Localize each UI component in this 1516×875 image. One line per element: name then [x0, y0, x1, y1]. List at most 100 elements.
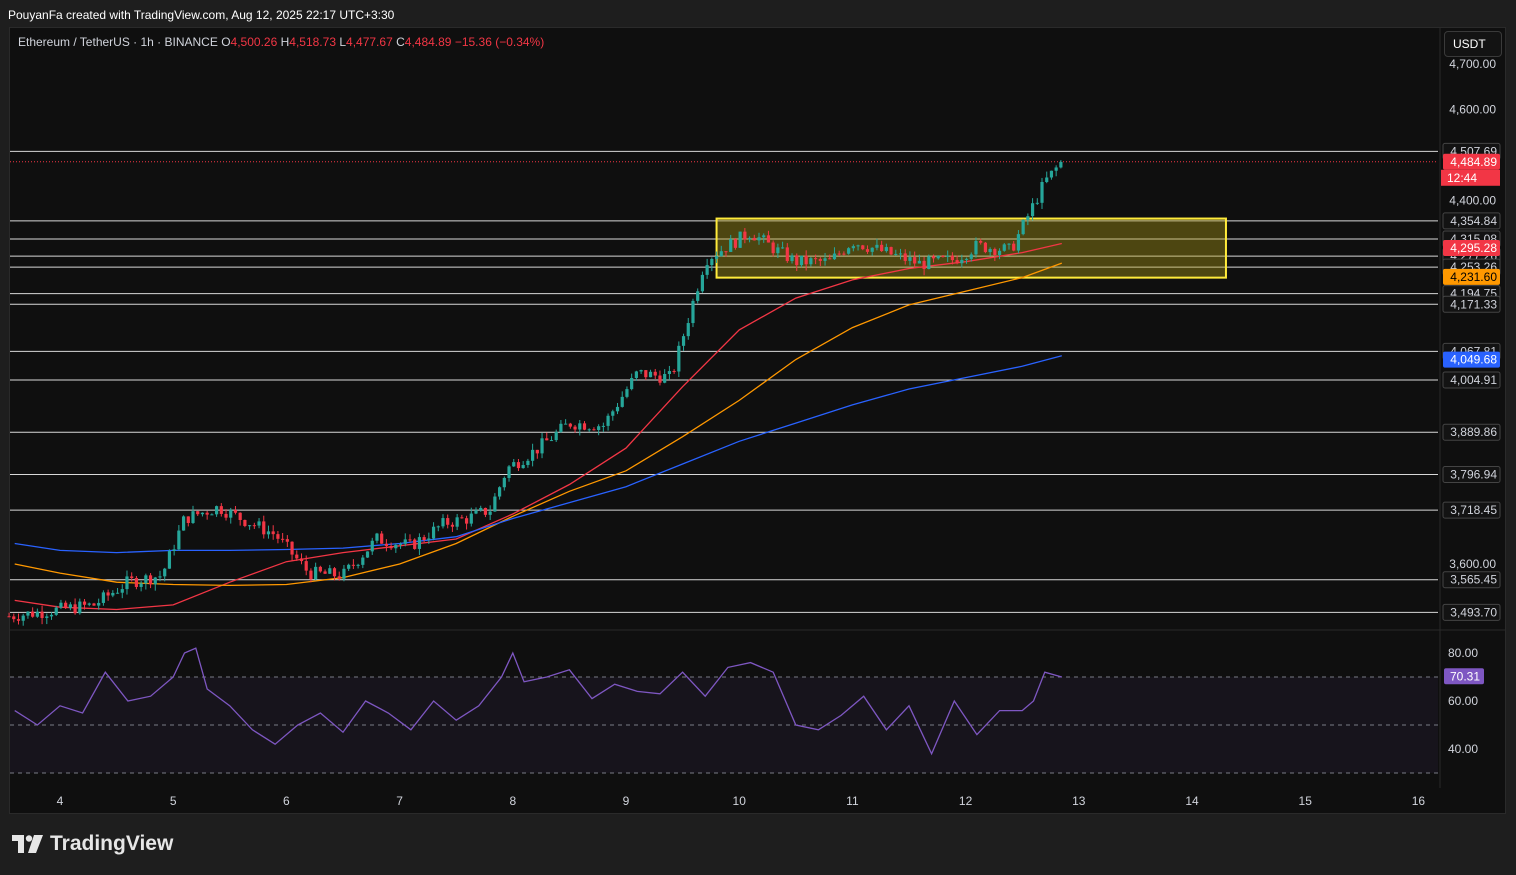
candle-body: [960, 259, 964, 264]
ma-fast-line: [14, 242, 1062, 611]
candle-body: [172, 549, 176, 552]
candle-body: [733, 239, 738, 248]
candle-body: [148, 575, 153, 585]
candle-body: [389, 545, 393, 549]
level-price-label: 3,493.70: [1450, 605, 1497, 619]
candle-body: [620, 396, 624, 407]
level-price-label: 4,004.91: [1450, 373, 1497, 387]
candle-body: [950, 255, 954, 261]
rsi-pane: 80.00 60.00 40.00 70.31: [10, 646, 1484, 774]
candle-body: [898, 253, 903, 255]
rsi-tick-label: 60.00: [1448, 694, 1478, 708]
rsi-badge-bg: [1444, 668, 1484, 685]
level-price-label: 3,565.45: [1450, 573, 1497, 587]
candle-body: [578, 423, 582, 430]
candle-body: [45, 616, 49, 618]
price-axis: 4,700.004,600.004,400.003,600.004,507.69…: [1441, 57, 1501, 621]
level-price-label-bg: [1442, 465, 1501, 483]
candle-body: [68, 604, 72, 609]
candle-body: [26, 611, 30, 616]
currency-button[interactable]: USDT: [1444, 31, 1502, 57]
candle-body: [601, 425, 605, 427]
candle-body: [993, 248, 997, 255]
candle-body: [762, 235, 766, 238]
candle-body: [295, 554, 299, 559]
candle-body: [913, 257, 917, 264]
candle-body: [403, 539, 407, 544]
tradingview-logo: TradingView: [12, 832, 173, 856]
candle-body: [144, 575, 148, 584]
candle-body: [615, 406, 620, 412]
candle-body: [323, 571, 327, 574]
candle-body: [262, 521, 266, 535]
candle-body: [1054, 167, 1058, 171]
candle-body: [936, 255, 940, 259]
candle-body: [653, 371, 657, 376]
candle-body: [738, 231, 742, 248]
candle-body: [705, 265, 709, 275]
candle-body: [394, 544, 398, 549]
candle-body: [120, 589, 124, 593]
candle-body: [181, 516, 186, 531]
time-tick-label: 10: [733, 794, 747, 808]
candle-body: [894, 253, 898, 255]
candle-body: [592, 429, 596, 431]
symbol-legend[interactable]: Ethereum / TetherUS · 1h · BINANCE O4,50…: [18, 35, 544, 49]
candle-body: [314, 566, 318, 580]
candle-body: [818, 258, 822, 261]
candle-body: [531, 449, 535, 461]
candle-body: [35, 611, 39, 617]
candle-body: [931, 256, 936, 259]
candle-body: [92, 603, 96, 606]
tradingview-logo-icon: [12, 835, 43, 853]
candle-body: [955, 260, 959, 264]
countdown-bg: [1441, 169, 1500, 186]
price-tick-label: 4,700.00: [1449, 57, 1496, 71]
candle-body: [398, 543, 403, 545]
candle-body: [663, 374, 667, 383]
candle-body: [648, 371, 653, 378]
time-tick-label: 15: [1299, 794, 1313, 808]
candle-body: [516, 462, 521, 469]
high-label: H: [280, 35, 290, 49]
candle-body: [785, 247, 789, 262]
candle-body: [304, 561, 308, 571]
candle-body: [611, 411, 615, 416]
chart-frame[interactable]: [9, 27, 1506, 814]
open-value: 4,500.26: [230, 35, 278, 49]
candle-body: [417, 537, 422, 549]
level-price-label: 4,354.84: [1450, 214, 1497, 228]
level-price-label-bg: [1442, 571, 1501, 589]
candle-body: [436, 526, 440, 528]
candle-body: [710, 258, 714, 266]
candle-body: [535, 449, 539, 454]
candle-body: [587, 429, 591, 431]
level-price-label: 3,796.94: [1450, 467, 1497, 481]
candle-body: [880, 244, 884, 252]
candle-body: [49, 614, 54, 617]
chart-credit: PouyanFa created with TradingView.com, A…: [8, 8, 395, 22]
candle-body: [983, 242, 988, 253]
candle-body: [837, 253, 841, 255]
price-tick-label: 4,600.00: [1449, 102, 1496, 116]
countdown-label: 12:44: [1447, 171, 1477, 185]
candle-body: [780, 247, 785, 249]
candle-body: [167, 551, 172, 569]
candle-body: [205, 512, 209, 515]
candle-body: [729, 239, 733, 252]
candle-body: [479, 507, 483, 511]
candle-body: [719, 251, 723, 257]
rsi-tick-label: 40.00: [1448, 742, 1478, 756]
candle-body: [191, 511, 195, 523]
candle-body: [153, 577, 157, 585]
candle-body: [714, 256, 719, 259]
candle-body: [351, 564, 355, 566]
time-tick-label: 12: [959, 794, 973, 808]
candle-body: [540, 438, 544, 454]
level-price-label: 4,171.33: [1450, 297, 1497, 311]
time-tick-label: 9: [623, 794, 630, 808]
candle-body: [224, 513, 228, 518]
candle-body: [408, 539, 412, 541]
candle-body: [597, 426, 601, 431]
